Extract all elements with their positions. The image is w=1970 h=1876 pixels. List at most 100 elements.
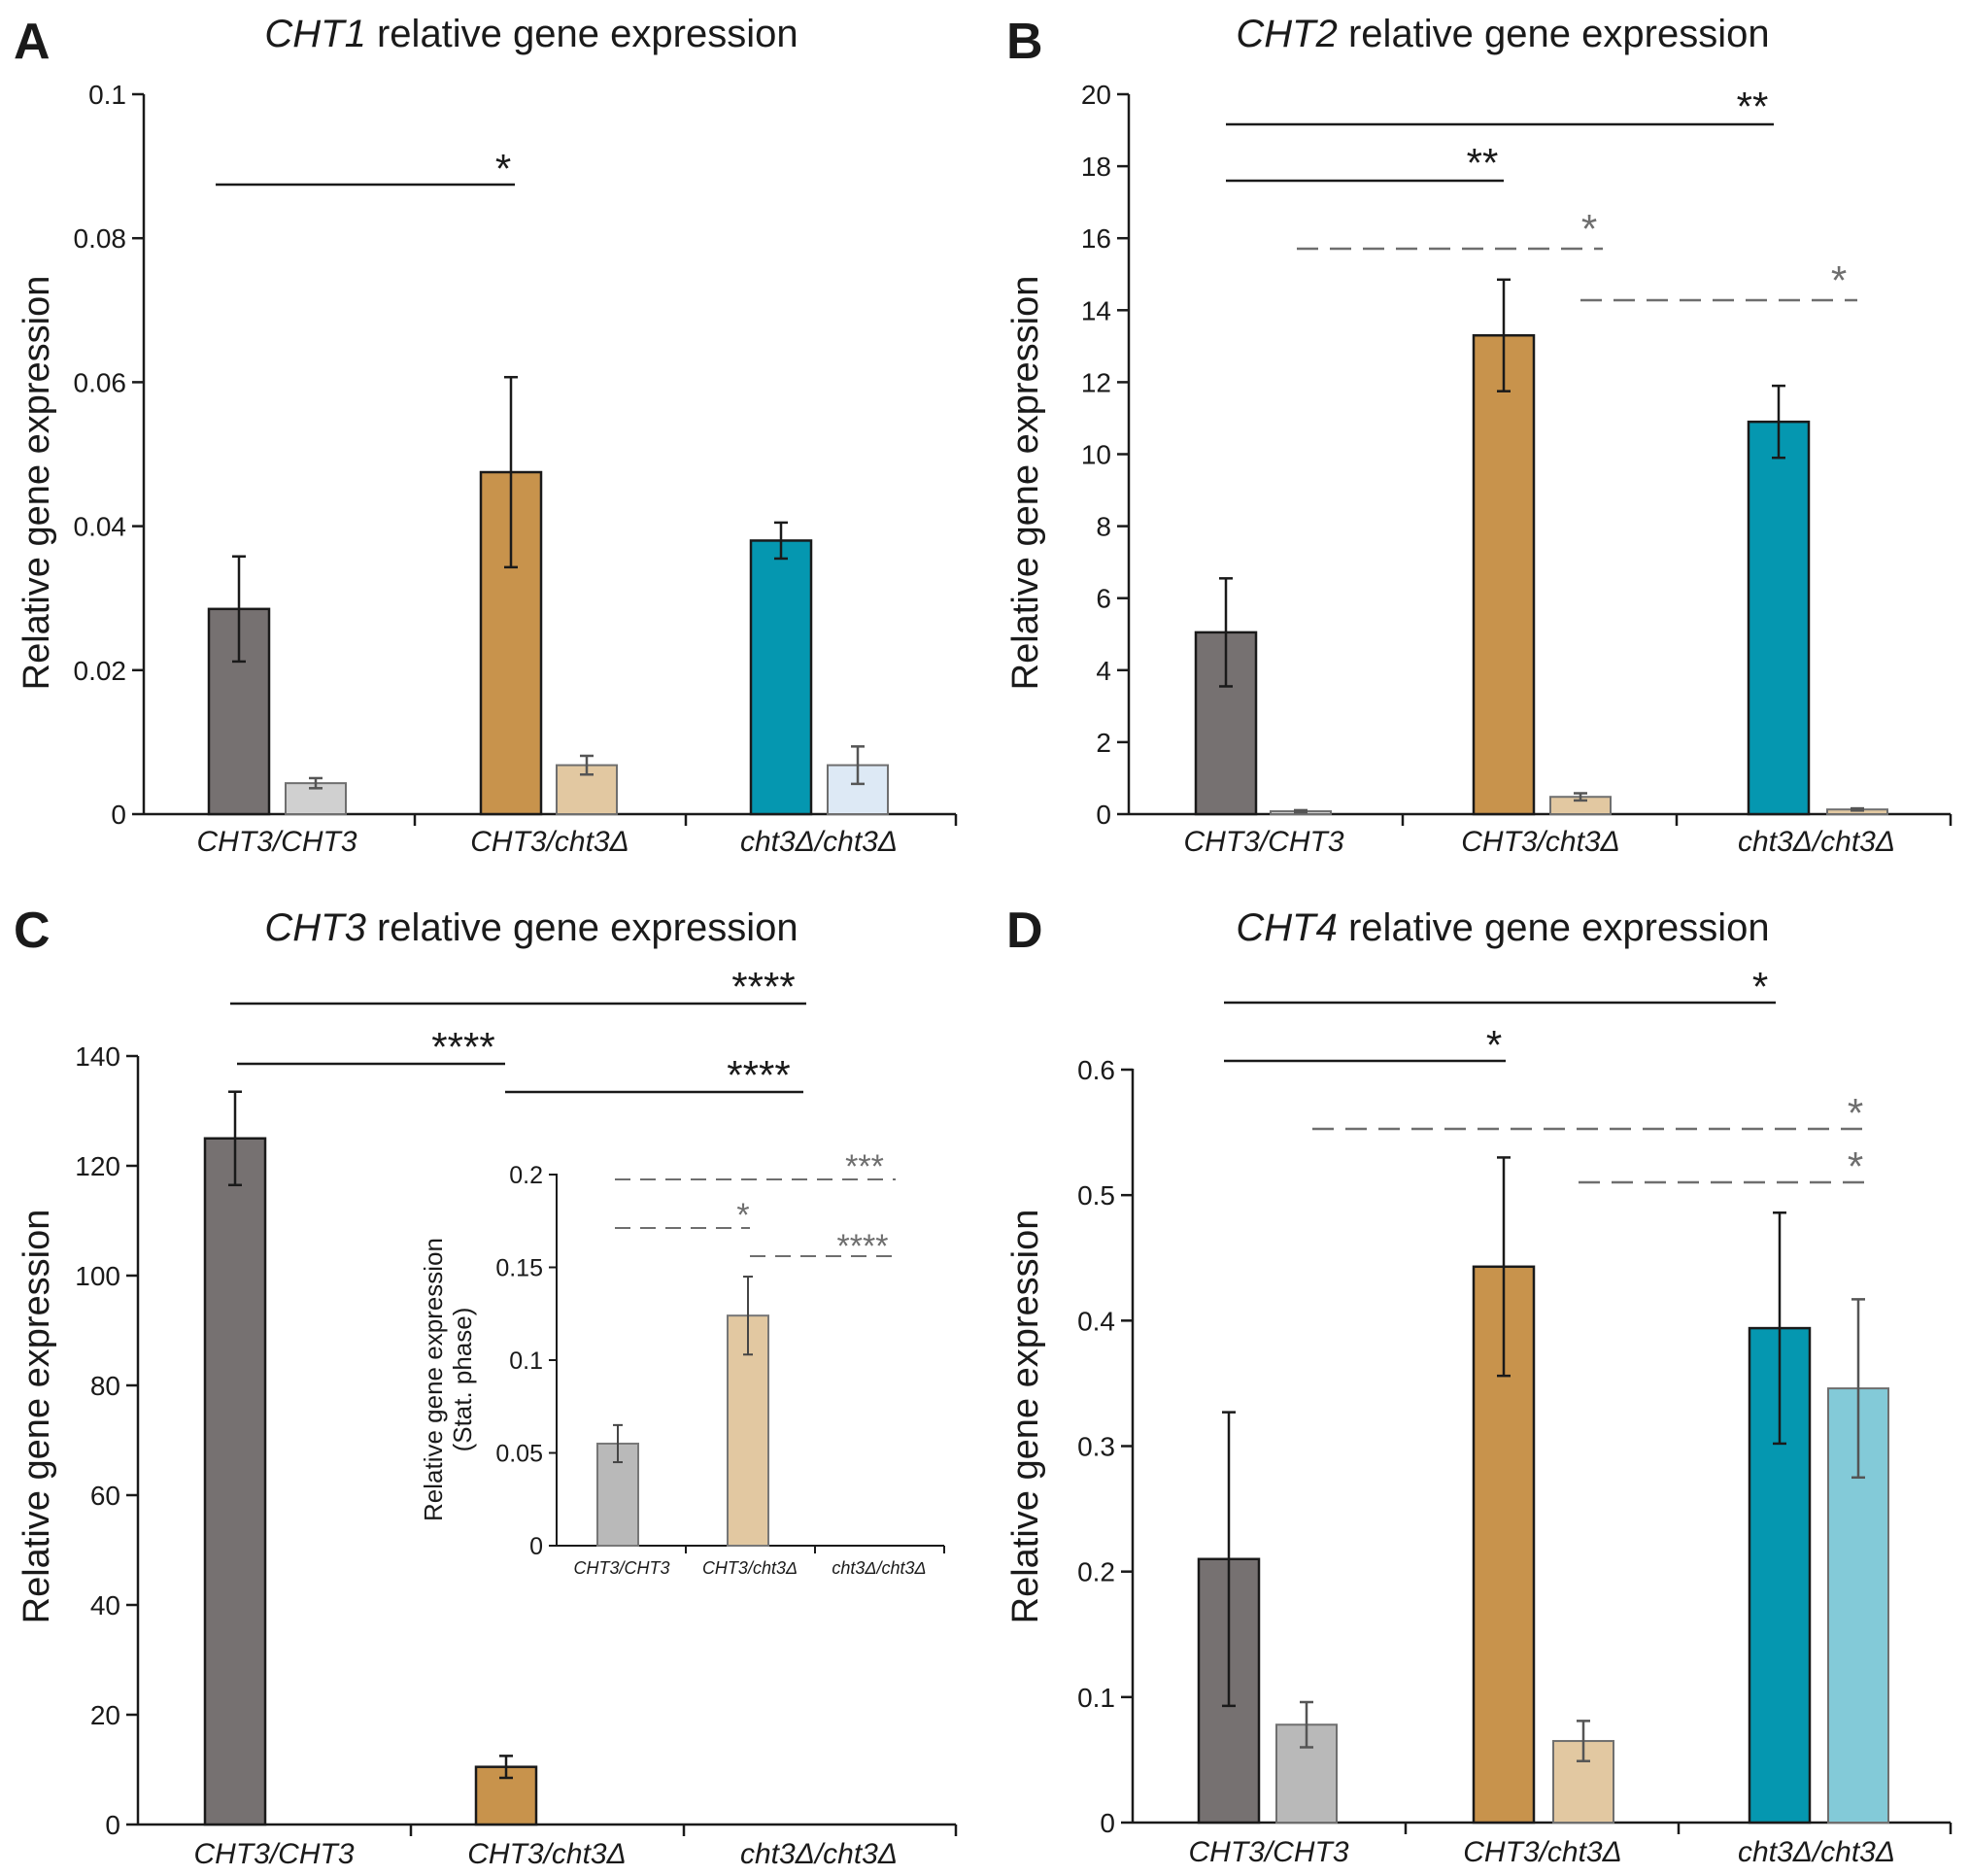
panel-b-bar <box>1472 333 1536 816</box>
panel-c-significance-label: **** <box>731 964 795 1009</box>
inset-significance-label: *** <box>845 1148 884 1185</box>
panel-c-y-tick-label: 60 <box>90 1481 120 1511</box>
panel-b-y-tick-label: 18 <box>1081 152 1111 182</box>
panel-c-gene: CHT3 <box>264 906 365 949</box>
panel-letter-a: A <box>14 14 51 70</box>
panel-d-significance-label: * <box>1848 1143 1863 1189</box>
panel-d-ylabel: Relative gene expression <box>1005 1210 1046 1624</box>
panel-a-category-label: CHT3/CHT3 <box>196 826 357 858</box>
panel-c-y-tick-label: 0 <box>105 1810 120 1840</box>
panel-d-y-tick-label: 0 <box>1100 1808 1115 1838</box>
panel-a-bar <box>749 539 813 816</box>
panel-b-significance-label: ** <box>1737 84 1769 129</box>
inset-significance-label: **** <box>837 1228 889 1265</box>
panel-a-gene: CHT1 <box>264 13 365 55</box>
inset-significance-label: * <box>736 1197 749 1234</box>
panel-b-y-tick-label: 8 <box>1096 512 1111 542</box>
panel-b-category-label: CHT3/cht3Δ <box>1461 826 1620 858</box>
panel-a-y-tick-label: 0.02 <box>74 656 127 686</box>
panel-b-bar <box>1747 420 1811 816</box>
panel-letter-b: B <box>1006 14 1043 70</box>
panel-d-gene: CHT4 <box>1236 906 1337 949</box>
panel-d-y-tick-label: 0.5 <box>1077 1180 1115 1211</box>
panel-b-y-tick-label: 12 <box>1081 367 1111 397</box>
panel-b-y-tick-label: 6 <box>1096 584 1111 614</box>
panel-b-category-label: CHT3/CHT3 <box>1183 826 1343 858</box>
panel-b-ylabel: Relative gene expression <box>1005 276 1046 691</box>
panel-b-y-tick-label: 20 <box>1081 80 1111 110</box>
inset-ylabel-line2: (Stat. phase) <box>448 1308 477 1452</box>
panel-c-title-text: relative gene expression <box>377 906 798 949</box>
panel-b-title: CHT2 relative gene expression <box>1236 13 1769 55</box>
panel-b-title-text: relative gene expression <box>1348 13 1770 55</box>
panel-d-category-label: cht3Δ/cht3Δ <box>1738 1836 1895 1868</box>
panel-b-significance-label: * <box>1581 206 1597 252</box>
panel-c: C CHT3 relative gene expression Relative… <box>14 903 958 1870</box>
panel-b-y-tick-label: 16 <box>1081 223 1111 254</box>
panel-b-y-tick-label: 14 <box>1081 295 1111 325</box>
inset-y-tick-label: 0.2 <box>509 1162 543 1189</box>
inset-y-tick-label: 0.15 <box>495 1255 543 1282</box>
panel-d-title: CHT4 relative gene expression <box>1236 906 1769 949</box>
panel-c-y-tick-label: 80 <box>90 1371 120 1401</box>
panel-d-y-tick-label: 0.2 <box>1077 1557 1115 1587</box>
panel-c-y-tick-label: 40 <box>90 1590 120 1620</box>
panel-a-y-tick-label: 0.06 <box>74 367 127 397</box>
inset-category-label: cht3Δ/cht3Δ <box>832 1558 926 1578</box>
panel-b-significance-label: ** <box>1467 140 1499 186</box>
panel-b-y-tick-label: 2 <box>1096 728 1111 758</box>
panel-a-category-label: cht3Δ/cht3Δ <box>740 826 898 858</box>
panel-c-y-tick-label: 140 <box>75 1041 120 1072</box>
panel-c-title: CHT3 relative gene expression <box>264 906 798 949</box>
panel-c-significance-label: **** <box>431 1024 494 1070</box>
inset-y-tick-label: 0.1 <box>509 1347 543 1375</box>
panel-letter-c: C <box>14 903 51 959</box>
inset-y-tick-label: 0.05 <box>495 1441 543 1468</box>
inset-ylabel-line1: Relative gene expression <box>419 1238 448 1521</box>
panel-letter-d: D <box>1006 903 1043 959</box>
panel-d-y-tick-label: 0.3 <box>1077 1432 1115 1462</box>
panel-b-y-tick-label: 10 <box>1081 440 1111 470</box>
panel-b-significance-label: * <box>1831 257 1847 303</box>
panel-d: D CHT4 relative gene expression Relative… <box>1005 903 1953 1868</box>
panel-b-gene: CHT2 <box>1236 13 1337 55</box>
inset-category-label: CHT3/CHT3 <box>573 1558 669 1578</box>
panel-a-category-label: CHT3/cht3Δ <box>470 826 629 858</box>
panel-a-significance-label: * <box>495 146 511 191</box>
panel-c-y-tick-label: 120 <box>75 1151 120 1181</box>
panel-d-significance-label: * <box>1486 1022 1502 1068</box>
panel-d-significance-label: * <box>1752 964 1768 1009</box>
panel-a-ylabel: Relative gene expression <box>17 276 57 691</box>
panel-a-y-tick-label: 0.08 <box>74 223 127 254</box>
panel-d-y-tick-label: 0.4 <box>1077 1306 1115 1336</box>
panel-b: B CHT2 relative gene expression Relative… <box>1005 13 1953 858</box>
panel-c-bar <box>203 1137 267 1826</box>
panel-d-significance-label: * <box>1848 1090 1863 1136</box>
inset-ylabel: Relative gene expression(Stat. phase) <box>419 1238 477 1521</box>
inset-y-tick-label: 0 <box>529 1533 543 1560</box>
panel-c-category-label: cht3Δ/cht3Δ <box>740 1838 898 1870</box>
panel-d-y-tick-label: 0.1 <box>1077 1683 1115 1713</box>
panel-b-y-tick-label: 0 <box>1096 800 1111 830</box>
panel-d-category-label: CHT3/CHT3 <box>1188 1836 1348 1868</box>
panel-c-ylabel: Relative gene expression <box>17 1210 57 1624</box>
panel-d-y-tick-label: 0.6 <box>1077 1055 1115 1085</box>
panel-a-y-tick-label: 0 <box>111 800 126 830</box>
panel-a-y-tick-label: 0.1 <box>88 80 126 110</box>
inset-category-label: CHT3/cht3Δ <box>702 1558 798 1578</box>
panel-c-category-label: CHT3/cht3Δ <box>467 1838 627 1870</box>
panel-d-category-label: CHT3/cht3Δ <box>1463 1836 1622 1868</box>
panel-b-y-tick-label: 4 <box>1096 656 1111 686</box>
panel-a-title-text: relative gene expression <box>377 13 798 55</box>
panel-c-inset: Relative gene expression(Stat. phase) 0 0… <box>419 1148 945 1578</box>
panel-a-y-tick-label: 0.04 <box>74 512 127 542</box>
panel-b-category-label: cht3Δ/cht3Δ <box>1738 826 1895 858</box>
panel-a: A CHT1 relative gene expression Relative… <box>14 13 958 858</box>
panel-c-significance-label: **** <box>727 1052 790 1098</box>
panel-c-y-tick-label: 100 <box>75 1261 120 1291</box>
panel-d-title-text: relative gene expression <box>1348 906 1770 949</box>
panel-a-title: CHT1 relative gene expression <box>264 13 798 55</box>
panel-c-category-label: CHT3/CHT3 <box>193 1838 354 1870</box>
panel-c-y-tick-label: 20 <box>90 1700 120 1730</box>
